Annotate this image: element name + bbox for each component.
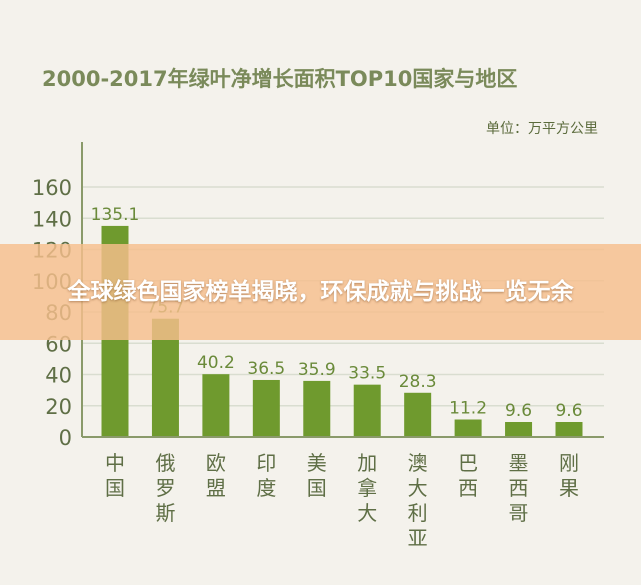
value-label: 35.9 [298,360,336,380]
category-label: 印度 [256,451,276,500]
value-label: 135.1 [91,205,140,225]
value-label: 9.6 [505,401,532,421]
bar [555,422,583,437]
bar [505,422,533,437]
category-label: 中国 [105,451,125,500]
value-label: 28.3 [399,372,437,392]
bar [404,392,432,437]
y-tick-label: 160 [32,176,72,200]
y-tick-label: 0 [59,426,72,450]
bar [303,380,331,437]
category-label: 刚果 [559,451,579,500]
bar [353,384,381,437]
category-label: 墨西哥 [509,451,529,525]
value-label: 11.2 [449,399,487,419]
bar [454,419,482,437]
category-label: 澳大利亚 [408,451,428,550]
category-label: 美国 [307,451,327,500]
value-label: 33.5 [348,364,386,384]
chart-unit: 单位：万平方公里 [486,121,598,137]
category-label: 俄罗斯 [155,451,175,525]
category-label: 巴西 [458,451,478,500]
value-labels: 135.175.740.236.535.933.528.311.29.69.6 [91,205,583,421]
bar [252,379,280,437]
y-tick-label: 40 [45,364,72,388]
headline-banner: 全球绿色国家榜单揭晓，环保成就与挑战一览无余 [0,244,641,340]
y-tick-label: 140 [32,207,72,231]
category-label: 欧盟 [206,451,226,500]
headline-text: 全球绿色国家榜单揭晓，环保成就与挑战一览无余 [67,279,574,305]
chart-title: 2000-2017年绿叶净增长面积TOP10国家与地区 [42,67,517,91]
value-label: 9.6 [555,401,582,421]
value-label: 40.2 [197,353,235,373]
category-label: 加拿大 [357,451,377,525]
bar [202,374,230,437]
y-tick-label: 20 [45,395,72,419]
value-label: 36.5 [247,359,285,379]
